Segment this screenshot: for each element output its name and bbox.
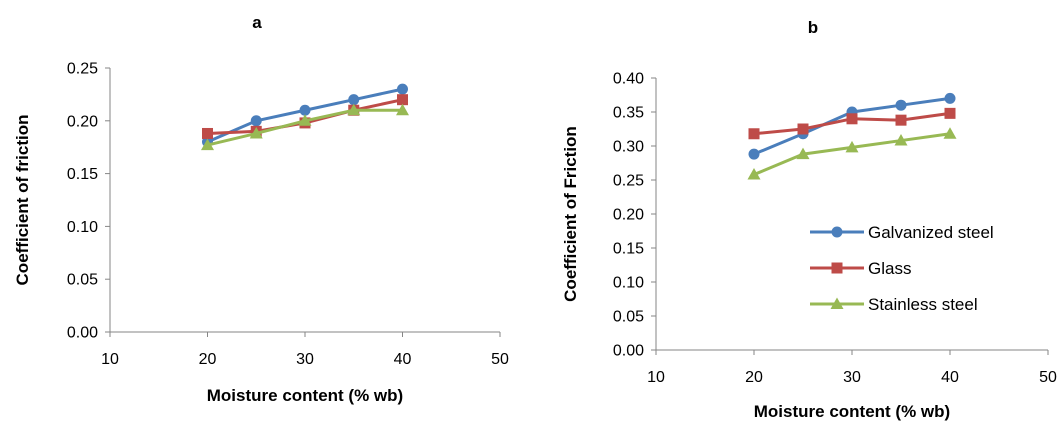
y-tick-label: 0.20 xyxy=(613,207,644,224)
legend: Galvanized steel Glass Stainless steel xyxy=(810,223,994,314)
data-point-stainless-steel xyxy=(298,114,312,126)
data-point-stainless-steel xyxy=(747,168,761,180)
legend-marker-stainless-steel xyxy=(830,297,844,309)
data-point-glass xyxy=(397,94,408,106)
data-point-stainless-steel xyxy=(796,147,810,160)
y-tick-label: 0.25 xyxy=(67,61,98,78)
y-tick-label: 0.00 xyxy=(613,343,644,360)
series-line-stainless-steel xyxy=(753,132,951,176)
data-point-galvanized-steel xyxy=(895,99,907,111)
x-tick-label: 30 xyxy=(296,351,314,368)
data-point-glass xyxy=(846,113,858,125)
data-point-galvanized-steel xyxy=(250,115,262,127)
data-point-glass xyxy=(797,123,809,135)
y-tick-label: 0.20 xyxy=(67,113,98,130)
y-tick-label: 0.00 xyxy=(67,325,98,342)
y-tick-label: 0.05 xyxy=(67,272,98,289)
series-stainless-steel xyxy=(747,127,957,180)
legend-label-galvanized-steel: Galvanized steel xyxy=(868,223,994,242)
y-tick-label: 0.25 xyxy=(613,173,644,190)
x-tick-label: 40 xyxy=(941,369,959,386)
data-point-glass xyxy=(748,128,760,140)
x-tick-label: 30 xyxy=(843,369,861,386)
data-point-stainless-steel xyxy=(347,103,361,116)
x-tick-label: 50 xyxy=(1039,369,1057,386)
y-tick-label: 0.15 xyxy=(613,241,644,258)
chart-panel-a: 0.00 0.05 0.10 0.15 0.20 0.25 10 20 30 40 50 a Moist… xyxy=(13,13,509,405)
legend-marker-glass xyxy=(831,262,843,274)
data-point-glass xyxy=(944,107,956,119)
x-tick-label: 10 xyxy=(647,369,665,386)
x-tick-label: 40 xyxy=(394,351,412,368)
chart-title: a xyxy=(252,13,262,32)
data-point-stainless-steel xyxy=(201,138,214,151)
x-axis-title: Moisture content (% wb) xyxy=(207,386,403,405)
x-tick-label: 10 xyxy=(101,351,119,368)
data-point-galvanized-steel xyxy=(944,92,956,104)
y-tick-label: 0.30 xyxy=(613,139,644,156)
series-glass xyxy=(748,107,956,140)
y-tick-label: 0.10 xyxy=(67,219,98,236)
y-tick-label: 0.05 xyxy=(613,309,644,326)
y-tick-label: 0.10 xyxy=(613,275,644,292)
data-point-stainless-steel xyxy=(396,103,409,116)
x-tick-label: 20 xyxy=(745,369,763,386)
data-point-glass xyxy=(895,114,907,126)
x-tick-label: 50 xyxy=(491,351,509,368)
data-point-galvanized-steel xyxy=(397,83,408,95)
data-point-stainless-steel xyxy=(894,134,908,146)
y-tick-label: 0.35 xyxy=(613,105,644,122)
legend-label-stainless-steel: Stainless steel xyxy=(868,295,978,314)
y-tick-label: 0.40 xyxy=(613,71,644,88)
chart-panel-b: 0.00 0.05 0.10 0.15 0.20 0.25 0.30 0.35 0.40 10 20… xyxy=(561,18,1057,421)
data-point-stainless-steel xyxy=(249,126,263,139)
y-tick-label: 0.15 xyxy=(67,166,98,183)
y-axis-title: Coefficient of Friction xyxy=(561,126,580,302)
y-axis-title: Coefficient of friction xyxy=(13,115,32,286)
data-point-glass xyxy=(202,127,213,139)
legend-label-glass: Glass xyxy=(868,259,911,278)
x-tick-label: 20 xyxy=(199,351,217,368)
data-point-galvanized-steel xyxy=(748,148,760,160)
data-point-stainless-steel xyxy=(845,140,859,153)
data-point-stainless-steel xyxy=(943,127,957,139)
series-stainless-steel xyxy=(201,103,409,151)
x-axis-title: Moisture content (% wb) xyxy=(754,402,950,421)
data-point-galvanized-steel xyxy=(348,94,360,106)
legend-marker-galvanized-steel xyxy=(831,226,843,238)
series-galvanized-steel xyxy=(202,83,408,148)
chart-title: b xyxy=(808,18,818,37)
data-point-galvanized-steel xyxy=(299,104,311,116)
